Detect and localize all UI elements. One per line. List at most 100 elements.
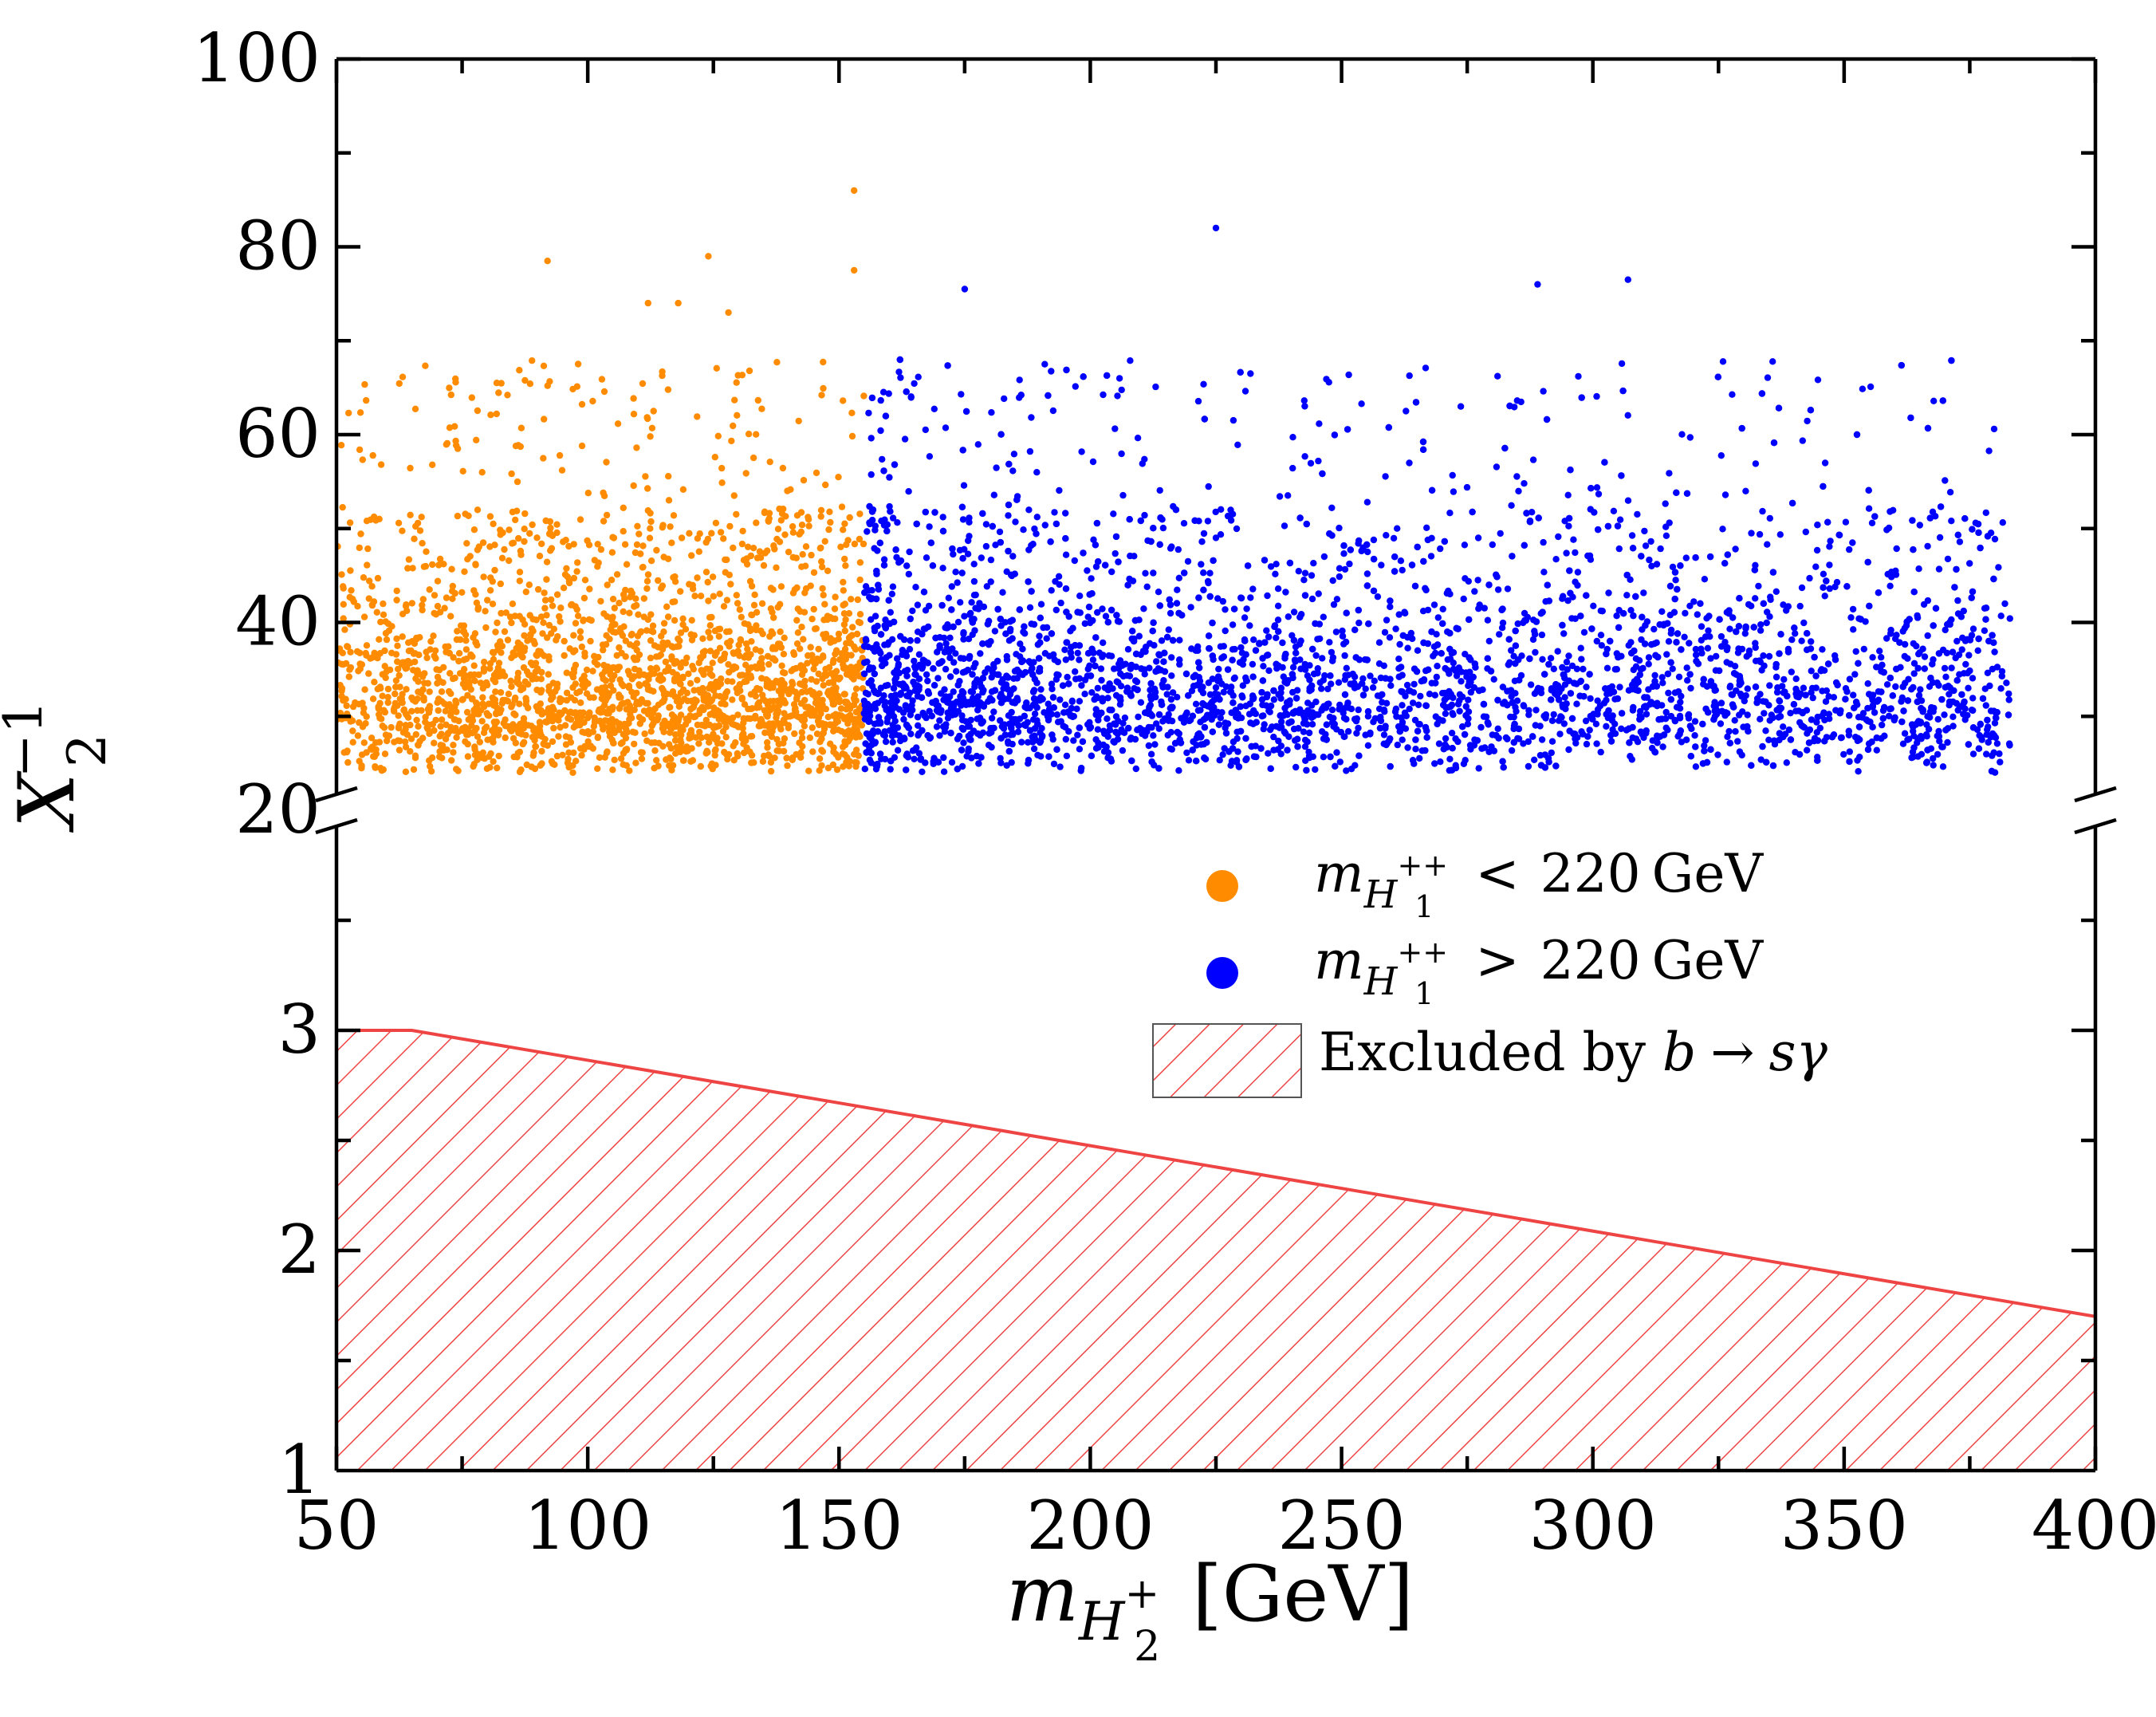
point [647,637,655,644]
point [1180,520,1188,527]
point [1143,583,1151,590]
point [420,694,427,702]
point [405,648,413,655]
point [459,467,466,475]
point [758,600,766,607]
point [746,715,754,723]
point [840,620,848,628]
point [800,636,807,643]
point [462,646,470,653]
point [581,742,588,750]
point [723,715,730,722]
point [744,645,751,652]
point [504,698,512,705]
point [914,601,922,608]
point [832,647,840,654]
point [906,548,913,556]
point [525,704,532,711]
point [361,380,368,388]
point [359,456,366,463]
point [399,633,406,640]
point [1430,601,1438,608]
point [1003,656,1011,664]
point [1134,435,1142,442]
point [574,559,581,566]
point [1936,534,1944,541]
point [793,512,801,519]
point [570,574,578,582]
point [824,567,832,574]
point [819,675,826,683]
point [599,671,606,679]
point [1076,698,1084,705]
point [560,585,568,592]
point [555,733,562,740]
point [822,630,830,638]
point [523,668,531,675]
point [922,607,930,614]
point [764,744,771,751]
point [748,612,756,619]
point [651,747,659,754]
point [1289,434,1296,441]
point [952,569,959,576]
point [458,696,466,703]
point [549,703,557,711]
point [808,675,815,683]
point [1328,707,1336,714]
point [699,635,706,642]
point [789,553,797,561]
point [1406,459,1413,467]
point [347,648,354,656]
point [537,707,545,715]
point [780,716,788,723]
point [554,632,561,640]
point [679,486,687,493]
point [580,672,588,679]
point [805,767,812,774]
point [777,601,784,608]
point [708,760,716,767]
point [549,689,557,696]
point-outlier [851,266,858,274]
point [818,762,825,770]
point [1056,696,1064,703]
point [1111,425,1119,432]
point [946,673,954,680]
point [1939,763,1947,770]
point [2005,696,2012,703]
point [1341,652,1348,660]
point [1014,728,1022,735]
point [431,647,439,654]
point [1662,532,1670,539]
point [1759,507,1766,515]
point [667,755,675,762]
point [1731,663,1739,670]
point [648,714,655,722]
point [834,718,842,725]
point [802,543,810,550]
point [487,750,494,758]
point [1364,742,1372,749]
point [384,737,391,745]
point [362,720,369,727]
point [669,598,676,606]
point [563,669,570,676]
point [1168,672,1175,679]
point [1437,758,1444,766]
point [619,722,626,729]
point [426,730,433,738]
point [340,601,347,608]
point [432,716,439,724]
point [1521,480,1528,487]
point [780,696,787,703]
point [2003,679,2010,687]
point [793,584,801,592]
point [573,383,580,390]
point [1826,561,1833,569]
point [453,734,460,741]
point [1536,751,1544,759]
point [561,571,569,578]
point [789,589,797,597]
point [777,517,785,524]
